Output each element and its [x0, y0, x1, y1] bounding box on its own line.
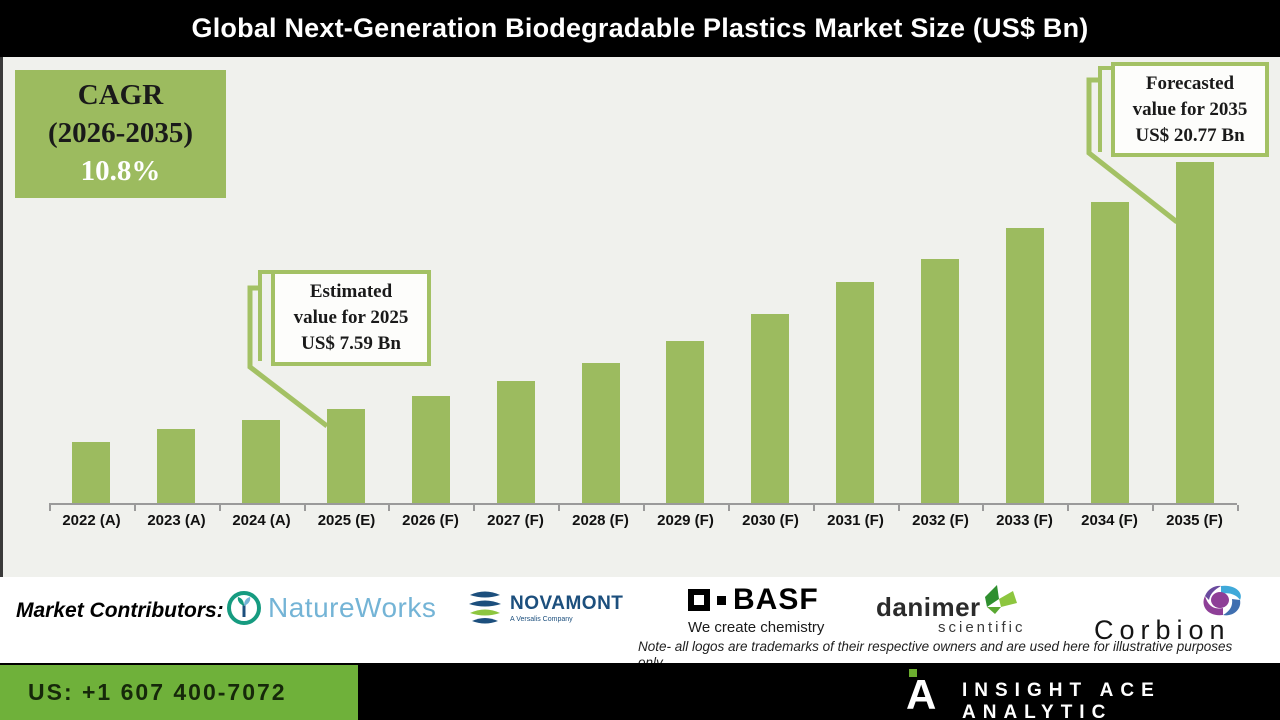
- callout-leader-lines: [247, 66, 1179, 428]
- basf-square-outline-icon: [688, 589, 710, 611]
- natureworks-wordmark: NatureWorks: [268, 592, 437, 623]
- callout-2035-line1: Forecasted: [1145, 72, 1235, 94]
- x-axis-label: 2025 (E): [317, 512, 376, 529]
- x-axis-tick: [982, 505, 984, 511]
- bar-2032 (F): [921, 259, 959, 503]
- natureworks-plant-icon: [227, 591, 261, 625]
- basf-wordmark: BASF: [733, 583, 819, 616]
- corbion-wordmark: Corbion: [1094, 615, 1231, 645]
- novamont-wordmark: NOVAMONT: [510, 592, 624, 614]
- phone-banner: US: +1 607 400-7072: [0, 665, 358, 720]
- x-axis-tick: [643, 505, 645, 511]
- contributors-label: Market Contributors:: [16, 599, 224, 622]
- natureworks-logo: NatureWorks: [226, 590, 436, 626]
- x-axis-label: 2033 (F): [996, 512, 1053, 529]
- brand-name: INSIGHT ACE ANALYTIC: [962, 680, 1161, 720]
- callout-2025-line1: Estimated: [309, 281, 393, 302]
- phone-number: US: +1 607 400-7072: [28, 679, 287, 705]
- insightace-logo-dot-icon: [909, 669, 917, 677]
- x-axis-tick: [473, 505, 475, 511]
- bar-2031 (F): [836, 282, 874, 503]
- callout-2025-line2: value for 2025: [293, 307, 409, 328]
- cagr-label: CAGR: [77, 79, 164, 111]
- x-axis-tick: [219, 505, 221, 511]
- bar-2028 (F): [582, 363, 620, 503]
- x-axis-tick: [304, 505, 306, 511]
- basf-square-solid-icon: [717, 595, 726, 605]
- x-axis-tick: [134, 505, 136, 511]
- x-axis-label: 2030 (F): [742, 512, 799, 529]
- insightace-logo: A: [906, 667, 946, 719]
- basf-tagline: We create chemistry: [688, 619, 825, 636]
- x-axis-label: 2034 (F): [1081, 512, 1138, 529]
- x-axis-label: 2023 (A): [147, 512, 206, 529]
- corbion-swirl-icon: [1203, 585, 1241, 616]
- bar-2029 (F): [666, 341, 704, 503]
- basf-logo: BASF We create chemistry: [688, 583, 824, 636]
- callout-2025-value: US$ 7.59 Bn: [301, 333, 401, 354]
- chart-area: CAGR (2026-2035) 10.8% Estimated value f…: [0, 57, 1280, 577]
- novamont-globe-icon: [469, 591, 501, 624]
- x-axis-tick: [388, 505, 390, 511]
- novamont-logo: NOVAMONT A Versalis Company: [466, 588, 623, 628]
- title-bar: Global Next-Generation Biodegradable Pla…: [0, 0, 1280, 57]
- x-axis-label: 2027 (F): [487, 512, 544, 529]
- callout-estimated-2025: Estimated value for 2025 US$ 7.59 Bn: [271, 270, 431, 366]
- danimer-leaf-icon: [985, 585, 1017, 614]
- x-axis-label: 2024 (A): [232, 512, 291, 529]
- danimer-wordmark: danimer: [876, 592, 981, 622]
- callout-2035-value: US$ 20.77 Bn: [1135, 124, 1245, 146]
- danimer-logo: danimer scientific: [876, 592, 1026, 637]
- x-axis-tick: [898, 505, 900, 511]
- callout-forecast-2035: Forecasted value for 2035 US$ 20.77 Bn: [1111, 62, 1269, 157]
- cagr-value: 10.8%: [80, 155, 161, 187]
- bar-2023 (A): [157, 429, 195, 503]
- x-axis-label: 2029 (F): [657, 512, 714, 529]
- cagr-period: (2026-2035): [48, 117, 193, 149]
- footer-bar: US: +1 607 400-7072 A INSIGHT ACE ANALYT…: [0, 663, 1280, 720]
- x-axis-label: 2028 (F): [572, 512, 629, 529]
- danimer-subtext: scientific: [938, 619, 1026, 636]
- x-axis-tick: [1152, 505, 1154, 511]
- bar-2022 (A): [72, 442, 110, 503]
- bar-2034 (F): [1091, 202, 1129, 503]
- bar-2033 (F): [1006, 228, 1044, 503]
- x-axis-tick: [813, 505, 815, 511]
- bar-2024 (A): [242, 420, 280, 503]
- page-title: Global Next-Generation Biodegradable Pla…: [191, 13, 1089, 43]
- x-axis-tick: [728, 505, 730, 511]
- x-axis-label: 2026 (F): [402, 512, 459, 529]
- x-axis-tick: [558, 505, 560, 511]
- contributors-strip: Market Contributors: NatureWorks NOVAMON…: [0, 577, 1280, 670]
- x-axis-label: 2022 (A): [62, 512, 121, 529]
- x-axis-tick: [1237, 505, 1239, 511]
- bar-2035 (F): [1176, 162, 1214, 503]
- x-axis-line: [49, 503, 1237, 505]
- novamont-subtext: A Versalis Company: [510, 615, 573, 623]
- x-axis-label: 2035 (F): [1166, 512, 1223, 529]
- bar-2030 (F): [751, 314, 789, 503]
- bar-2027 (F): [497, 381, 535, 503]
- bar-2026 (F): [412, 396, 450, 503]
- x-axis-tick: [49, 505, 51, 511]
- insightace-logo-letter: A: [906, 671, 937, 718]
- callout-2035-line2: value for 2035: [1132, 98, 1248, 120]
- x-axis-tick: [1067, 505, 1069, 511]
- x-axis-label: 2032 (F): [912, 512, 969, 529]
- cagr-badge: CAGR (2026-2035) 10.8%: [15, 70, 226, 198]
- trademark-note-line1: Note- all logos are trademarks of their …: [638, 639, 1233, 654]
- x-axis-label: 2031 (F): [827, 512, 884, 529]
- bar-2025 (E): [327, 409, 365, 503]
